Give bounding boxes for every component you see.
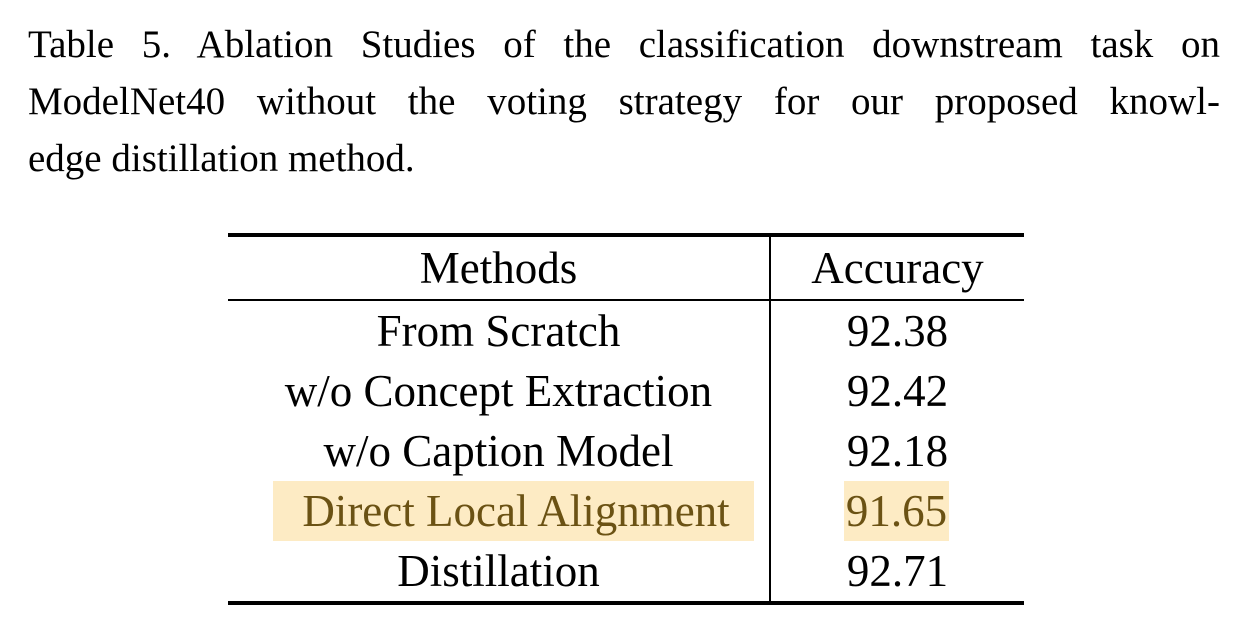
method-cell-highlighted: Direct Local Alignment [228, 481, 771, 541]
table-header-row: Methods Accuracy [228, 235, 1024, 300]
header-methods: Methods [228, 235, 771, 300]
method-cell: w/o Caption Model [228, 421, 771, 481]
highlight-method: Direct Local Alignment [273, 481, 754, 541]
caption-line-1: Table 5. Ablation Studies of the classif… [28, 23, 1220, 66]
highlight-accuracy: 91.65 [843, 481, 950, 541]
table-row: w/o Concept Extraction 92.42 [228, 361, 1024, 421]
caption-line-3: edge distillation method. [28, 137, 415, 180]
accuracy-cell: 92.38 [846, 306, 949, 356]
table-row: Distillation 92.71 [228, 541, 1024, 603]
table-caption: Table 5. Ablation Studies of the classif… [28, 16, 1220, 187]
method-cell: w/o Concept Extraction [228, 361, 771, 421]
method-cell: Distillation [228, 541, 771, 603]
method-cell: From Scratch [228, 300, 771, 361]
table-row: w/o Caption Model 92.18 [228, 421, 1024, 481]
accuracy-cell: 92.18 [846, 426, 949, 476]
ablation-table-container: Methods Accuracy From Scratch 92.38 w/o … [228, 233, 1024, 605]
accuracy-cell-highlighted: 91.65 [770, 481, 1024, 541]
accuracy-cell: 92.42 [846, 366, 949, 416]
accuracy-cell: 92.71 [846, 546, 949, 596]
table-row: From Scratch 92.38 [228, 300, 1024, 361]
table-row-highlighted: Direct Local Alignment 91.65 [228, 481, 1024, 541]
header-accuracy: Accuracy [811, 243, 984, 293]
caption-line-2: ModelNet40 without the voting strategy f… [28, 80, 1220, 123]
ablation-table: Methods Accuracy From Scratch 92.38 w/o … [228, 233, 1024, 605]
